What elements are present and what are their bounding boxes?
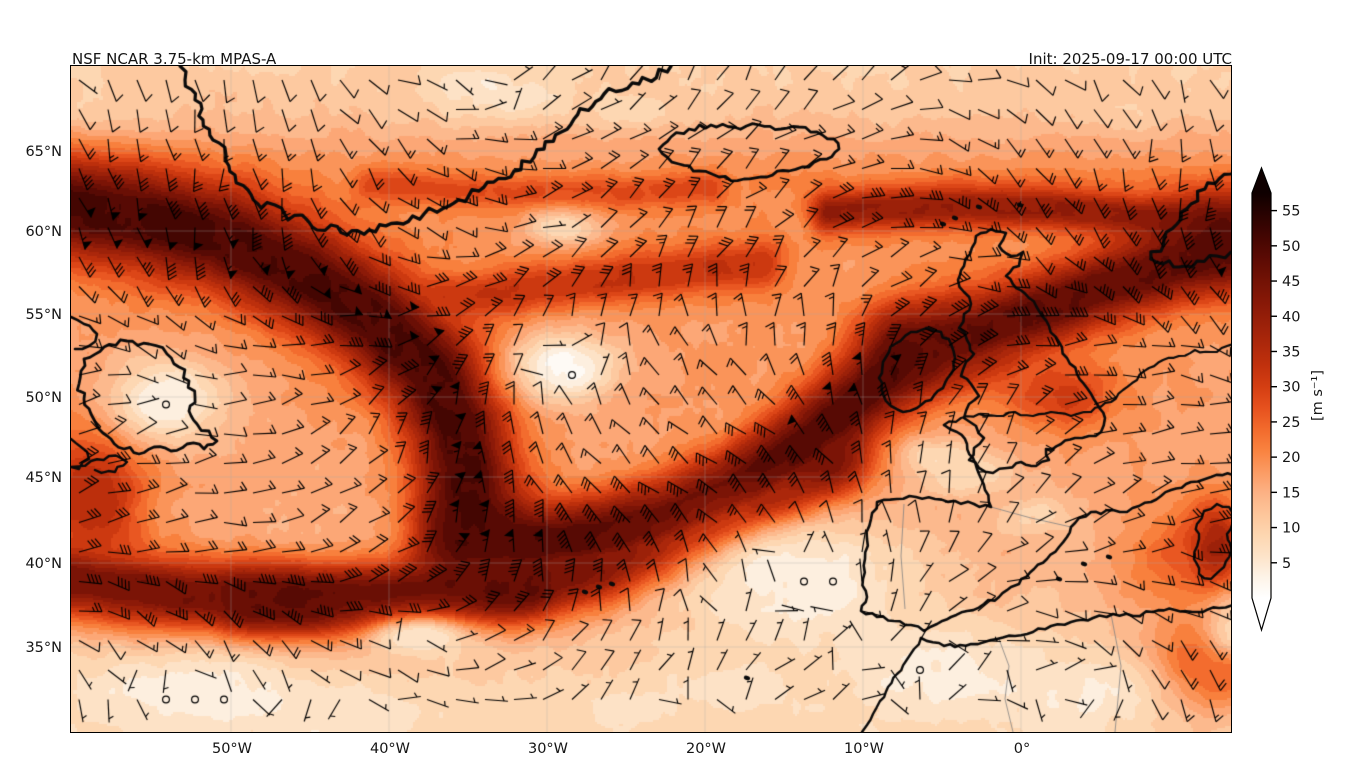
lon-tick-label: 10°W (843, 741, 885, 757)
lon-tick-label: 40°W (369, 741, 411, 757)
colorbar: 5 10 15 20 25 30 35 40 45 50 55 [m s⁻¹] (1251, 166, 1326, 633)
lat-tick-label: 65°N (25, 144, 62, 160)
colorbar-unit-label: [m s⁻¹] (1310, 370, 1326, 421)
colorbar-tick-label: 55 (1282, 204, 1300, 220)
lat-tick-label: 35°N (25, 640, 62, 656)
lon-tick-label: 50°W (211, 741, 253, 757)
colorbar-tick-label: 30 (1282, 380, 1300, 396)
lat-tick-label: 45°N (25, 470, 62, 486)
colorbar-tick-label: 50 (1282, 239, 1300, 255)
colorbar-gradient (1252, 193, 1271, 598)
colorbar-tick-label: 25 (1282, 415, 1300, 431)
colorbar-tick-label: 45 (1282, 274, 1300, 290)
init-time: Init: 2025-09-17 00:00 UTC (1028, 50, 1232, 68)
lon-tick-label: 30°W (527, 741, 569, 757)
shear-map-canvas (71, 66, 1232, 733)
colorbar-tick-label: 5 (1282, 556, 1291, 572)
lon-tick-label: 20°W (685, 741, 727, 757)
map-frame (70, 65, 1233, 734)
colorbar-tick-label: 40 (1282, 309, 1300, 325)
colorbar-tick-label: 15 (1282, 485, 1300, 501)
model-name: NSF NCAR 3.75-km MPAS-A (72, 50, 277, 68)
colorbar-tick-label: 20 (1282, 450, 1300, 466)
colorbar-tick-label: 35 (1282, 344, 1300, 360)
lat-tick-label: 55°N (25, 307, 62, 323)
lat-tick-label: 40°N (25, 556, 62, 572)
lat-tick-label: 50°N (25, 390, 62, 406)
lat-tick-label: 60°N (25, 224, 62, 240)
colorbar-tick-label: 10 (1282, 521, 1300, 537)
lon-tick-label: 0° (1013, 741, 1031, 757)
